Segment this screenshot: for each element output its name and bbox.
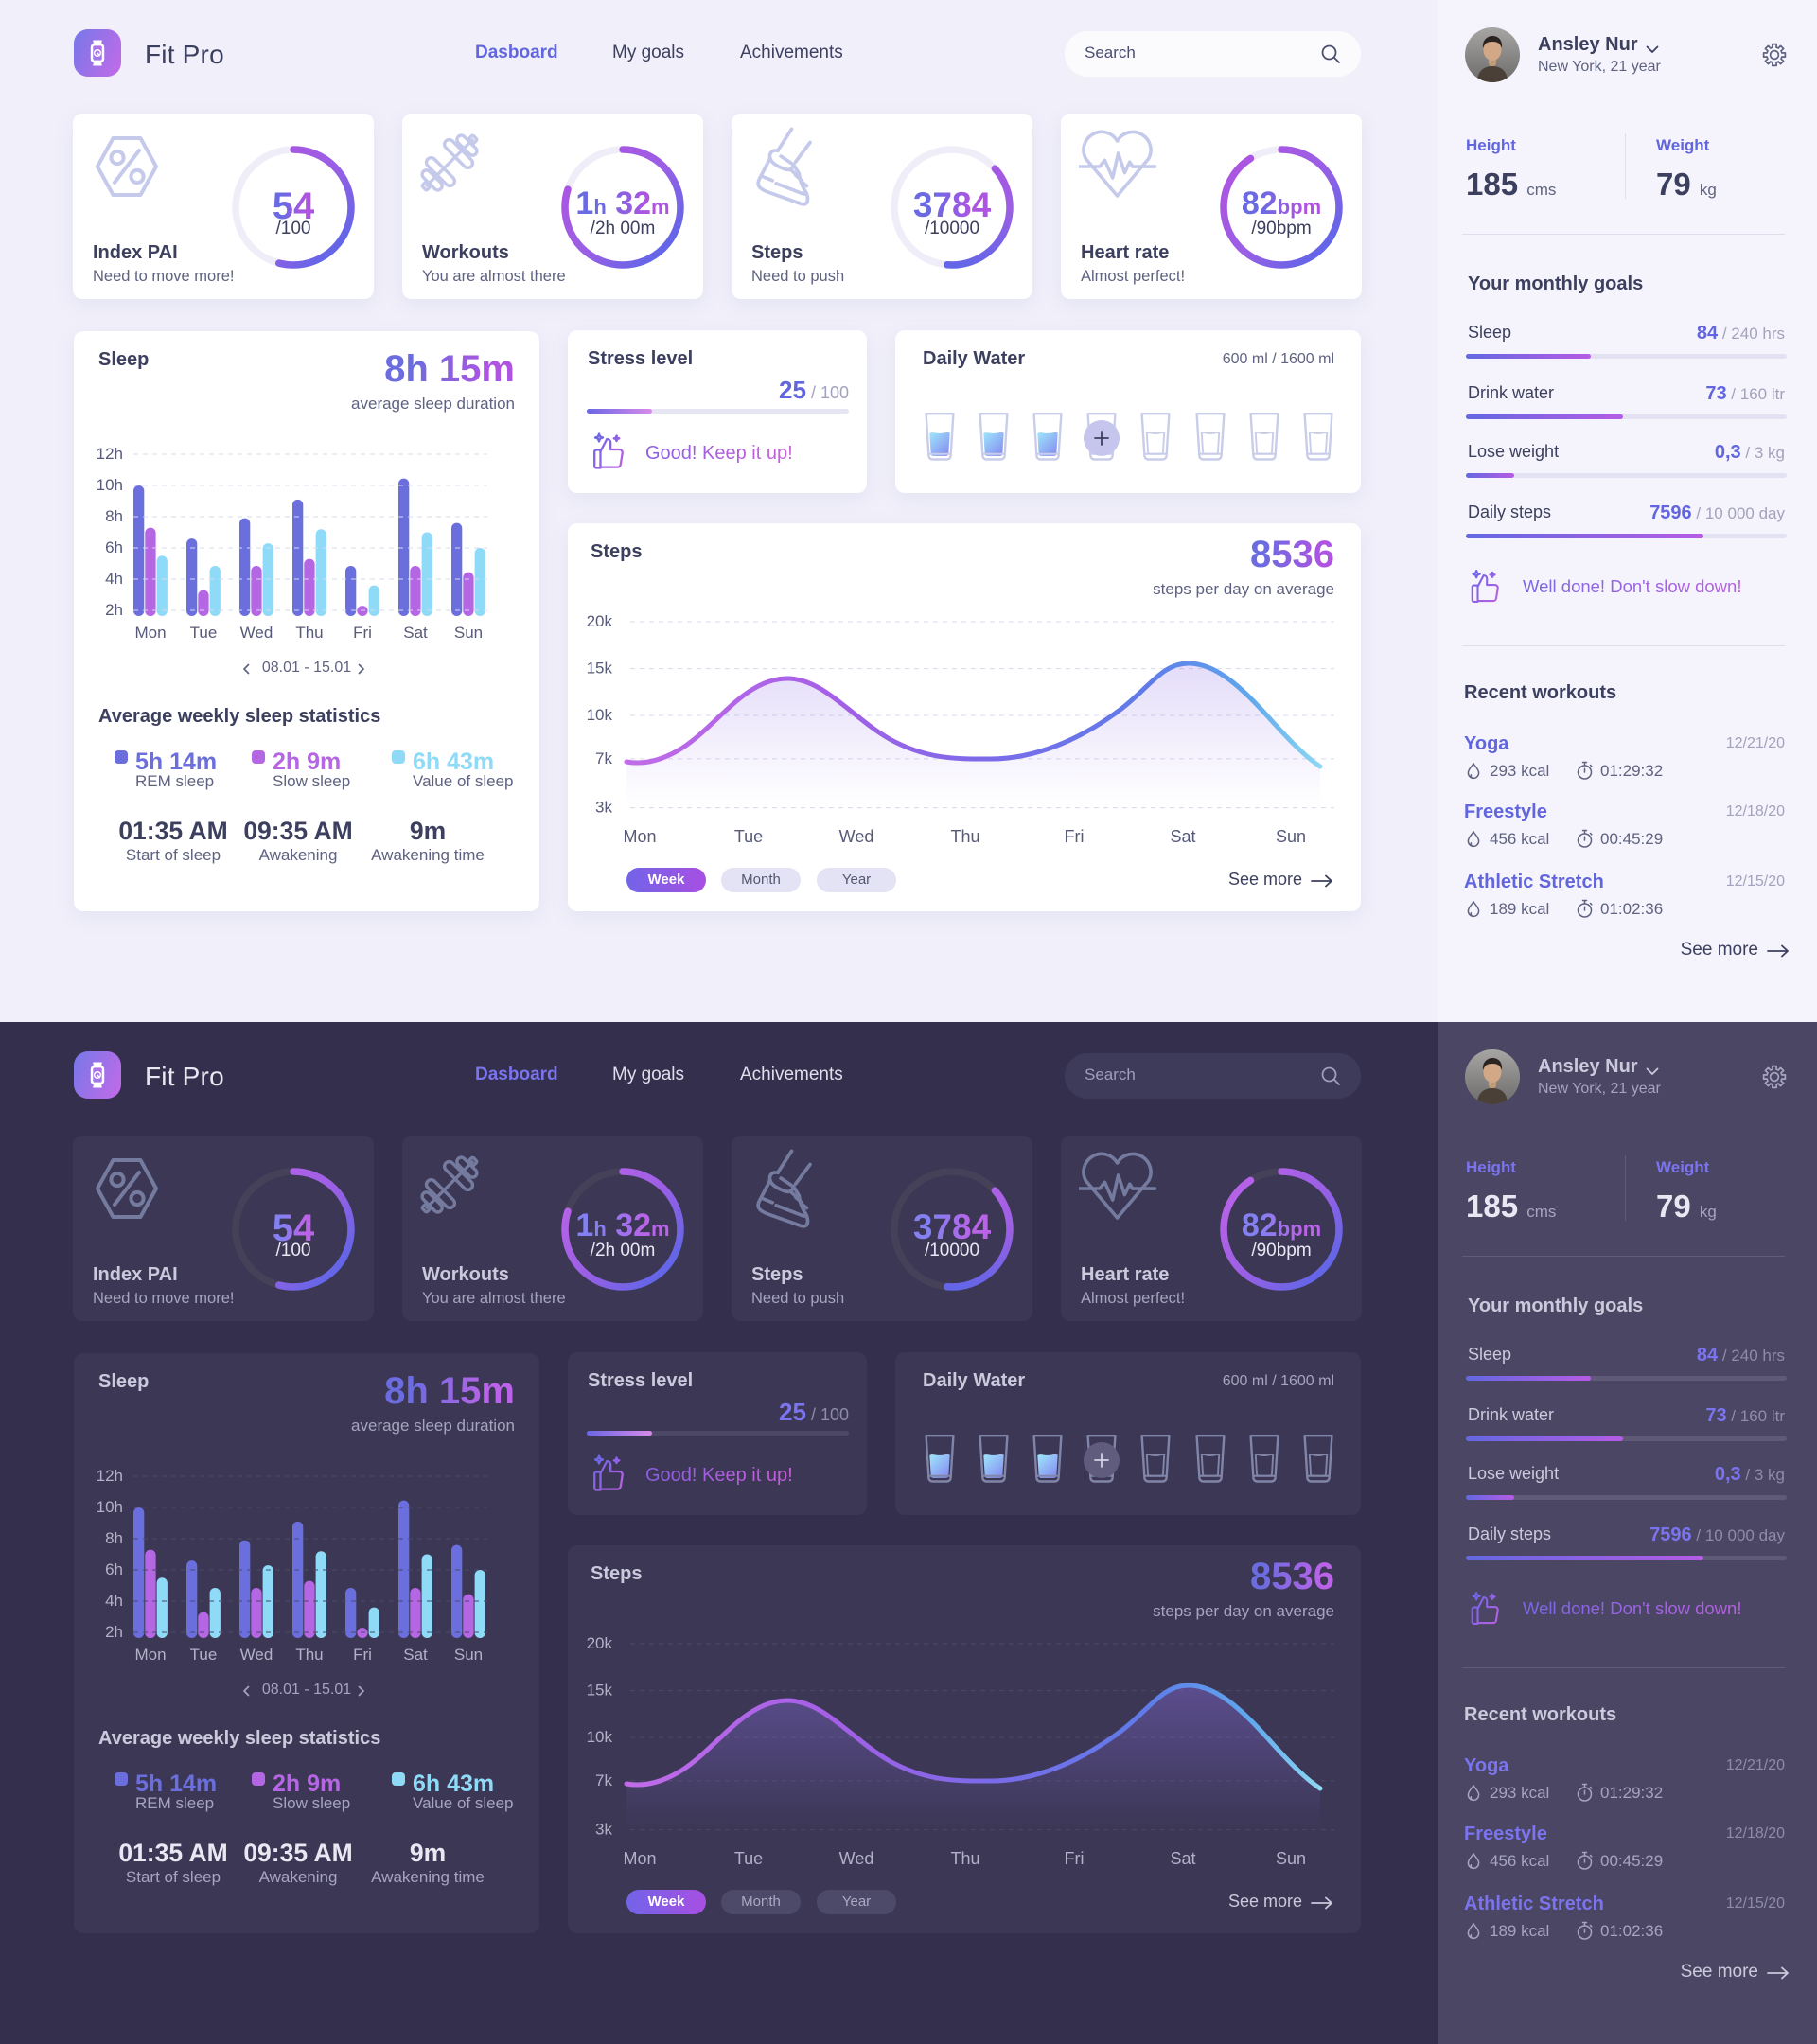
svg-text:Wed: Wed	[240, 624, 273, 642]
svg-text:Sun: Sun	[454, 1646, 483, 1664]
svg-text:4h: 4h	[105, 1592, 123, 1610]
svg-text:Wed: Wed	[839, 827, 874, 846]
svg-text:Tue: Tue	[190, 1646, 218, 1664]
svg-text:Mon: Mon	[623, 1849, 656, 1868]
svg-text:Sat: Sat	[403, 1646, 428, 1664]
svg-text:6h: 6h	[105, 538, 123, 556]
svg-text:12h: 12h	[97, 1467, 123, 1485]
svg-text:10h: 10h	[97, 1498, 123, 1516]
svg-text:Fri: Fri	[353, 1646, 372, 1664]
svg-text:Thu: Thu	[295, 624, 323, 642]
svg-text:4h: 4h	[105, 570, 123, 588]
svg-text:Sat: Sat	[1170, 1849, 1195, 1868]
svg-text:Tue: Tue	[734, 1849, 763, 1868]
svg-text:Wed: Wed	[240, 1646, 273, 1664]
svg-text:Fri: Fri	[1065, 827, 1085, 846]
svg-text:7k: 7k	[595, 749, 612, 767]
svg-text:10k: 10k	[587, 1728, 613, 1746]
svg-text:Fri: Fri	[1065, 1849, 1085, 1868]
svg-text:20k: 20k	[587, 1634, 613, 1652]
svg-text:Wed: Wed	[839, 1849, 874, 1868]
svg-text:10h: 10h	[97, 476, 123, 494]
svg-text:Tue: Tue	[190, 624, 218, 642]
svg-text:2h: 2h	[105, 601, 123, 619]
svg-text:3k: 3k	[595, 799, 612, 817]
svg-text:Mon: Mon	[134, 624, 166, 642]
svg-text:7k: 7k	[595, 1771, 612, 1789]
svg-text:Sat: Sat	[403, 624, 428, 642]
svg-text:8h: 8h	[105, 1529, 123, 1547]
svg-text:Fri: Fri	[353, 624, 372, 642]
svg-text:Sun: Sun	[1276, 1849, 1306, 1868]
svg-text:20k: 20k	[587, 612, 613, 630]
svg-text:Sun: Sun	[1276, 827, 1306, 846]
svg-text:3k: 3k	[595, 1821, 612, 1839]
svg-text:Thu: Thu	[950, 827, 979, 846]
svg-text:15k: 15k	[587, 660, 613, 678]
svg-text:Mon: Mon	[623, 827, 656, 846]
svg-text:12h: 12h	[97, 445, 123, 463]
svg-text:6h: 6h	[105, 1560, 123, 1578]
svg-text:8h: 8h	[105, 507, 123, 525]
svg-text:Thu: Thu	[950, 1849, 979, 1868]
svg-text:Mon: Mon	[134, 1646, 166, 1664]
svg-text:Sat: Sat	[1170, 827, 1195, 846]
svg-text:15k: 15k	[587, 1682, 613, 1700]
svg-text:Tue: Tue	[734, 827, 763, 846]
svg-text:2h: 2h	[105, 1623, 123, 1641]
svg-text:Sun: Sun	[454, 624, 483, 642]
svg-text:10k: 10k	[587, 706, 613, 724]
svg-text:Thu: Thu	[295, 1646, 323, 1664]
